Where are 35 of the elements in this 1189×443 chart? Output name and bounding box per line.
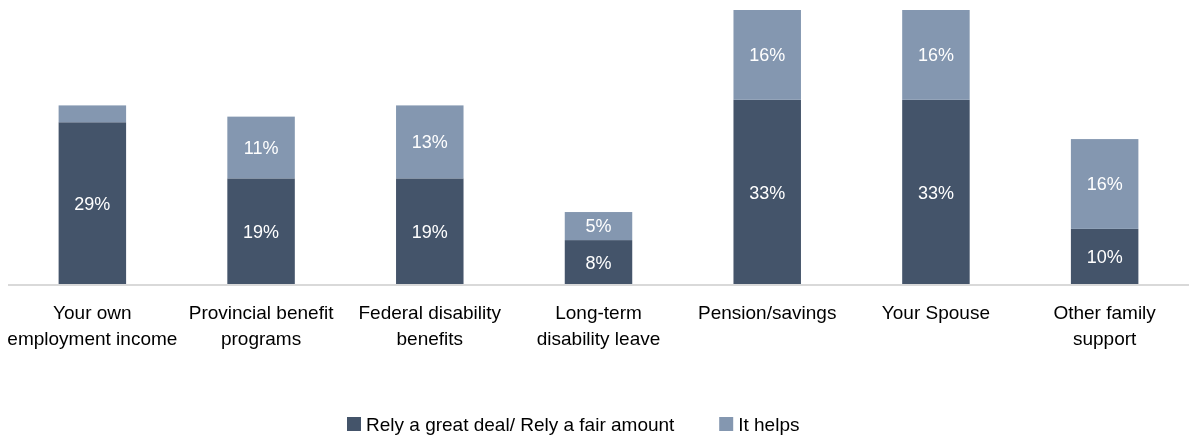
legend-label: It helps — [738, 414, 800, 435]
x-tick-label: Federal disability benefits — [358, 302, 502, 349]
data-label: 16% — [1086, 174, 1123, 195]
data-label: 13% — [411, 132, 448, 153]
x-tick-label: Other family support — [1053, 302, 1157, 349]
bar — [902, 99, 970, 285]
bar — [58, 105, 127, 123]
data-label: 33% — [749, 182, 786, 203]
data-label: 8% — [585, 252, 612, 273]
bar — [227, 116, 295, 179]
data-label: 19% — [243, 221, 280, 242]
bar — [564, 240, 633, 285]
data-label: 33% — [917, 182, 954, 203]
x-tick-label: Your Spouse — [881, 302, 990, 323]
x-tick-label: Your own employment income — [7, 302, 178, 349]
x-tick-label: Provincial benefit programs — [188, 302, 335, 349]
data-label: 5% — [585, 216, 612, 237]
data-label: 19% — [411, 221, 448, 242]
data-label: 10% — [1086, 247, 1123, 268]
x-tick-label: Long-term disability leave — [536, 302, 661, 349]
bar — [227, 178, 295, 285]
data-label: 16% — [749, 45, 786, 66]
x-tick-label: Pension/savings — [698, 302, 837, 323]
data-label: 11% — [243, 137, 279, 158]
bar — [1070, 228, 1139, 285]
data-label: 29% — [74, 193, 111, 214]
bar — [58, 122, 127, 285]
bar — [902, 10, 970, 100]
bar — [396, 105, 464, 179]
bar — [733, 10, 801, 100]
bar — [1070, 139, 1139, 229]
data-label: 16% — [917, 45, 954, 66]
bar — [733, 99, 801, 285]
legend-label: Rely a great deal/ Rely a fair amount — [366, 414, 676, 435]
bar — [396, 178, 464, 285]
